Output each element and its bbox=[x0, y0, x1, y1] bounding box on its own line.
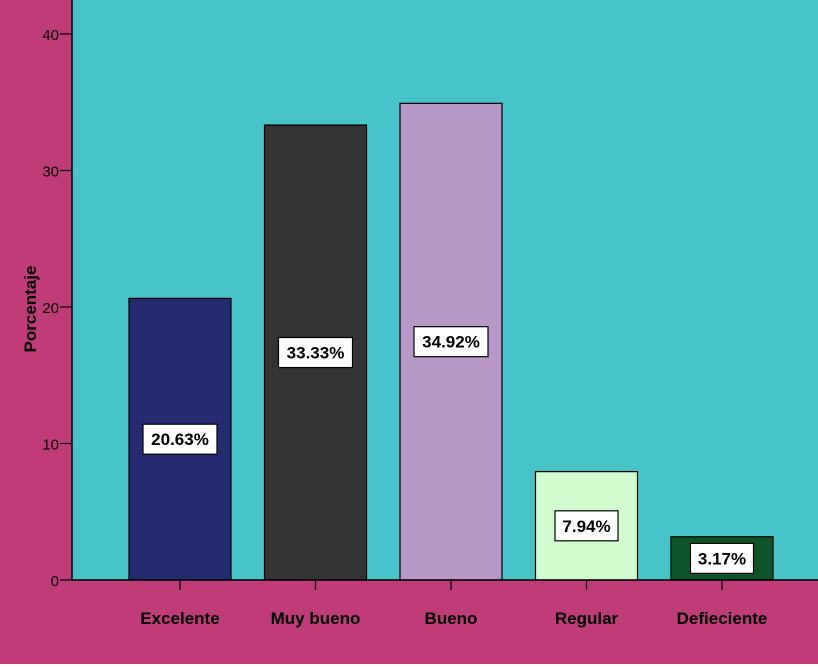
data-label-box bbox=[554, 510, 619, 542]
y-axis-label: Porcentaje bbox=[21, 266, 40, 353]
y-tick-label: 0 bbox=[51, 573, 59, 590]
y-tick-label: 10 bbox=[42, 437, 59, 454]
x-tick-label: Muy bueno bbox=[271, 609, 361, 628]
x-tick-label: Bueno bbox=[425, 609, 478, 628]
bar-group: 20.63% bbox=[128, 297, 232, 581]
x-tick-label: Regular bbox=[555, 609, 619, 628]
bar-group: 33.33% bbox=[263, 124, 368, 581]
bars-layer: 20.63% 33.33% 34.92% 7.94% 3.17% bbox=[128, 102, 774, 581]
data-label: 20.63% bbox=[151, 430, 209, 449]
axes-layer: Excelente Muy bueno Bueno Regular Defiecient… bbox=[42, 0, 818, 628]
data-label-box bbox=[142, 423, 218, 455]
bar-group: 3.17% bbox=[670, 536, 774, 581]
bar-group: 34.92% bbox=[399, 102, 503, 581]
data-label: 34.92% bbox=[422, 333, 480, 352]
data-label-box bbox=[413, 326, 489, 358]
y-tick-label: 40 bbox=[42, 27, 59, 44]
data-label: 7.94% bbox=[562, 517, 610, 536]
y-tick-label: 20 bbox=[42, 300, 59, 317]
x-tick-label: Defieciente bbox=[677, 609, 768, 628]
data-label-box bbox=[689, 542, 755, 574]
bar bbox=[534, 471, 639, 581]
x-tick-label: Excelente bbox=[140, 609, 219, 628]
y-tick-label: 30 bbox=[42, 164, 59, 181]
data-label: 33.33% bbox=[287, 344, 345, 363]
data-label-box bbox=[277, 336, 354, 369]
bar-group: 7.94% bbox=[534, 471, 639, 581]
data-label: 3.17% bbox=[698, 549, 746, 568]
